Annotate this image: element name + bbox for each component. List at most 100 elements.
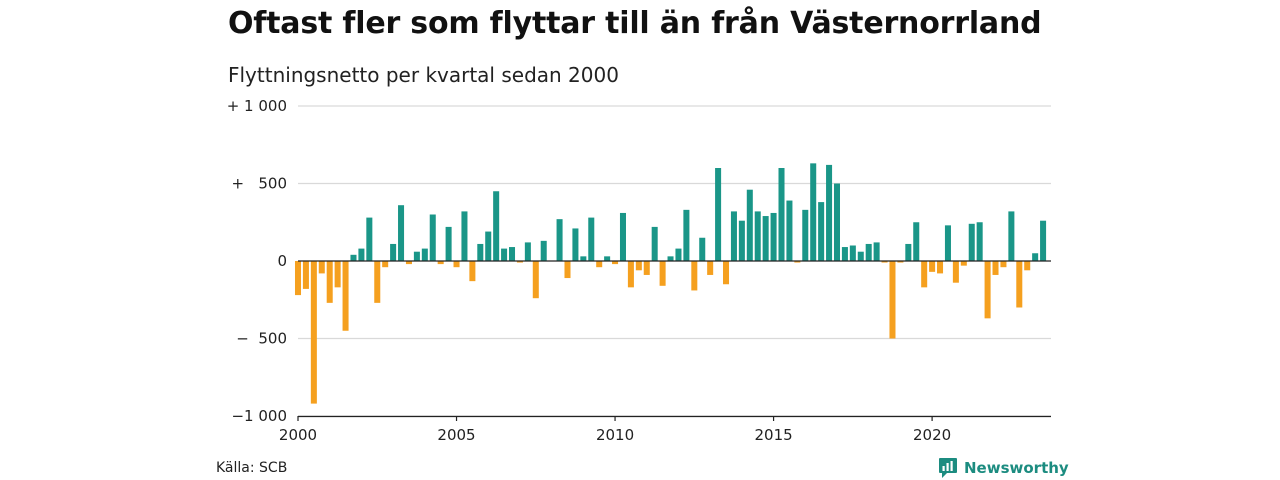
bars bbox=[294, 163, 1047, 404]
bar bbox=[960, 261, 967, 266]
bar bbox=[469, 261, 476, 282]
bar bbox=[818, 202, 825, 261]
bar bbox=[501, 248, 508, 261]
bar bbox=[421, 248, 428, 261]
bar bbox=[635, 261, 642, 271]
bar bbox=[588, 217, 595, 261]
chart-title: Oftast fler som flyttar till än från Väs… bbox=[228, 6, 1042, 41]
bar bbox=[826, 164, 833, 261]
bar bbox=[667, 256, 674, 261]
bar bbox=[1032, 253, 1039, 261]
bar bbox=[318, 261, 325, 274]
bar bbox=[905, 243, 912, 261]
bar bbox=[1040, 220, 1047, 261]
bar bbox=[794, 261, 801, 263]
bar bbox=[1008, 211, 1015, 261]
bar bbox=[1000, 261, 1007, 268]
bar bbox=[334, 261, 341, 288]
bar bbox=[897, 261, 904, 263]
bar bbox=[778, 168, 785, 261]
bar bbox=[429, 214, 436, 261]
y-tick-label: − 500 bbox=[236, 330, 287, 348]
newsworthy-logo-icon bbox=[939, 458, 957, 478]
bar bbox=[477, 243, 484, 261]
bar bbox=[1016, 261, 1023, 308]
bar bbox=[453, 261, 460, 268]
bar bbox=[374, 261, 381, 303]
y-tick-label: + 1 000 bbox=[227, 97, 287, 115]
bar bbox=[929, 261, 936, 272]
bar bbox=[754, 211, 761, 261]
bar bbox=[921, 261, 928, 288]
bar bbox=[508, 247, 516, 261]
bar bbox=[770, 212, 777, 261]
y-tick-label: −1 000 bbox=[231, 407, 287, 425]
x-tick-label: 2015 bbox=[754, 426, 792, 444]
x-axis: 2000 2005 2010 2015 2020 bbox=[279, 260, 1051, 444]
chart-subtitle: Flyttningsnetto per kvartal sedan 2000 bbox=[228, 63, 619, 87]
bar bbox=[342, 261, 349, 331]
bar bbox=[350, 254, 357, 261]
x-tick-label: 2000 bbox=[279, 426, 317, 444]
bar bbox=[683, 209, 690, 261]
bar bbox=[540, 240, 547, 261]
bar bbox=[643, 261, 650, 275]
bar bbox=[1024, 261, 1031, 271]
bar bbox=[382, 261, 389, 268]
bar bbox=[810, 163, 817, 261]
bar bbox=[556, 219, 563, 261]
bar bbox=[730, 211, 737, 261]
bar bbox=[715, 168, 722, 261]
bar bbox=[651, 226, 658, 261]
bar bbox=[659, 261, 666, 286]
bar bbox=[968, 223, 975, 261]
bar bbox=[786, 200, 793, 261]
bar bbox=[398, 205, 405, 261]
bar bbox=[699, 237, 706, 261]
bar bbox=[619, 212, 626, 261]
bar bbox=[390, 243, 397, 261]
bar bbox=[485, 231, 492, 261]
bar bbox=[841, 247, 848, 261]
bar bbox=[762, 216, 769, 261]
bar bbox=[310, 261, 317, 404]
bar bbox=[493, 191, 500, 261]
bar bbox=[612, 261, 619, 265]
bar bbox=[604, 256, 611, 261]
bar bbox=[413, 251, 420, 261]
bar bbox=[596, 261, 603, 268]
bar bbox=[849, 245, 856, 261]
bar bbox=[564, 261, 571, 279]
bar bbox=[437, 261, 444, 265]
bar bbox=[952, 261, 959, 283]
bar bbox=[865, 243, 872, 261]
y-tick-label: 0 bbox=[277, 252, 287, 270]
y-axis-labels: + 1 000 + 500 0 − 500 −1 000 bbox=[227, 97, 287, 425]
bar bbox=[302, 261, 309, 289]
x-tick-label: 2005 bbox=[437, 426, 475, 444]
bar bbox=[857, 251, 864, 261]
bar bbox=[691, 261, 698, 291]
bar bbox=[913, 222, 920, 261]
brand-logo[interactable]: Newsworthy bbox=[938, 457, 1069, 479]
source-note: Källa: SCB bbox=[216, 460, 288, 476]
bar bbox=[294, 261, 302, 296]
bar bbox=[366, 217, 373, 261]
bar bbox=[833, 183, 841, 261]
bar bbox=[524, 242, 531, 261]
bar bbox=[881, 261, 888, 263]
bar bbox=[937, 261, 944, 274]
bar bbox=[461, 211, 468, 261]
y-tick-label: + 500 bbox=[231, 175, 287, 193]
bar bbox=[707, 261, 714, 275]
bar bbox=[802, 209, 809, 261]
brand-name: Newsworthy bbox=[964, 459, 1069, 477]
bar bbox=[445, 226, 452, 261]
bar bbox=[976, 222, 983, 261]
bar bbox=[746, 189, 753, 261]
bar bbox=[580, 256, 587, 261]
bar bbox=[984, 261, 991, 319]
x-tick-label: 2020 bbox=[913, 426, 951, 444]
bar bbox=[326, 261, 333, 303]
bar bbox=[944, 225, 951, 261]
